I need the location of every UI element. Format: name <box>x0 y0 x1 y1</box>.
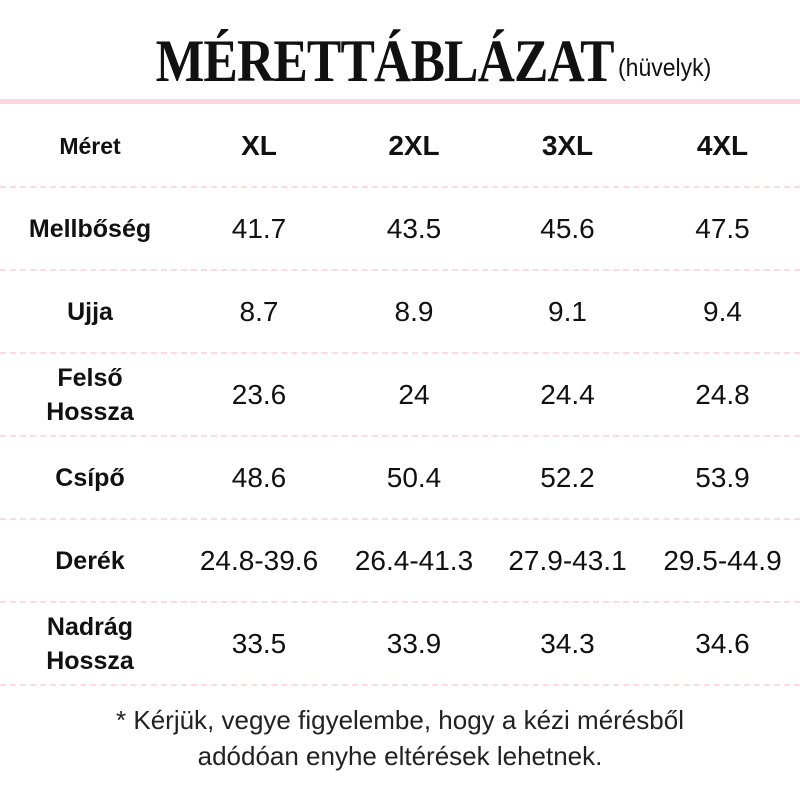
header-cell: Méret <box>59 132 121 159</box>
title-main: MÉRETTÁBLÁZAT <box>155 28 615 94</box>
value-cell: 33.9 <box>386 627 442 659</box>
title-unit: (hüvelyk) <box>617 54 711 82</box>
value-cell: 23.6 <box>231 378 287 410</box>
value-cell: 9.1 <box>548 295 587 327</box>
table-row: Nadrág Hossza 33.5 33.9 34.3 34.6 <box>0 603 800 686</box>
value-cell: 8.9 <box>394 295 434 327</box>
value-cell: 24.4 <box>540 378 595 410</box>
value-cell: 53.9 <box>695 461 750 493</box>
value-cell: 33.5 <box>231 627 287 659</box>
note-line: adódóan enyhe eltérések lehetnek. <box>197 741 603 771</box>
value-cell: 24.8 <box>695 378 750 410</box>
value-cell: 47.5 <box>695 212 750 244</box>
value-cell: 48.6 <box>231 461 287 493</box>
table-row: Felső Hossza 23.6 24 24.4 24.8 <box>0 354 800 437</box>
row-label: Mellbőség <box>28 214 152 243</box>
value-cell: 24.8-39.6 <box>199 544 319 576</box>
row-label: Derék <box>55 546 125 575</box>
table-row: Mellbőség 41.7 43.5 45.6 47.5 <box>0 188 800 271</box>
measurement-note: * Kérjük, vegye figyelembe, hogy a kézi … <box>0 702 800 774</box>
note-line: * Kérjük, vegye figyelembe, hogy a kézi … <box>116 705 684 735</box>
value-cell: 34.3 <box>540 627 595 659</box>
value-cell: 27.9-43.1 <box>508 544 627 576</box>
value-cell: 8.7 <box>239 295 279 327</box>
value-cell: 52.2 <box>540 461 595 493</box>
header-cell: XL <box>241 129 277 161</box>
value-cell: 9.4 <box>703 295 742 327</box>
row-label: Ujja <box>67 297 113 326</box>
value-cell: 26.4-41.3 <box>354 544 474 576</box>
title-divider <box>0 99 800 104</box>
page-title: MÉRETTÁBLÁZAT (hüvelyk) <box>0 26 800 96</box>
table-header-row: Méret XL 2XL 3XL 4XL <box>0 105 800 188</box>
value-cell: 41.7 <box>231 212 287 244</box>
row-label: Nadrág Hossza <box>46 612 134 675</box>
row-label: Felső Hossza <box>46 363 134 426</box>
table-row: Ujja 8.7 8.9 9.1 9.4 <box>0 271 800 354</box>
header-cell: 3XL <box>541 129 594 161</box>
table-row: Csípő 48.6 50.4 52.2 53.9 <box>0 437 800 520</box>
value-cell: 34.6 <box>695 627 750 659</box>
table-row: Derék 24.8-39.6 26.4-41.3 27.9-43.1 29.5-44.… <box>0 520 800 603</box>
value-cell: 29.5-44.9 <box>663 544 782 576</box>
value-cell: 50.4 <box>386 461 442 493</box>
row-label: Csípő <box>55 463 125 492</box>
value-cell: 45.6 <box>540 212 595 244</box>
size-table: Méret XL 2XL 3XL 4XL Mellbőség 41.7 43.5 45… <box>0 105 800 686</box>
value-cell: 43.5 <box>386 212 442 244</box>
header-cell: 2XL <box>388 129 440 161</box>
value-cell: 24 <box>398 378 430 410</box>
header-cell: 4XL <box>696 129 749 161</box>
